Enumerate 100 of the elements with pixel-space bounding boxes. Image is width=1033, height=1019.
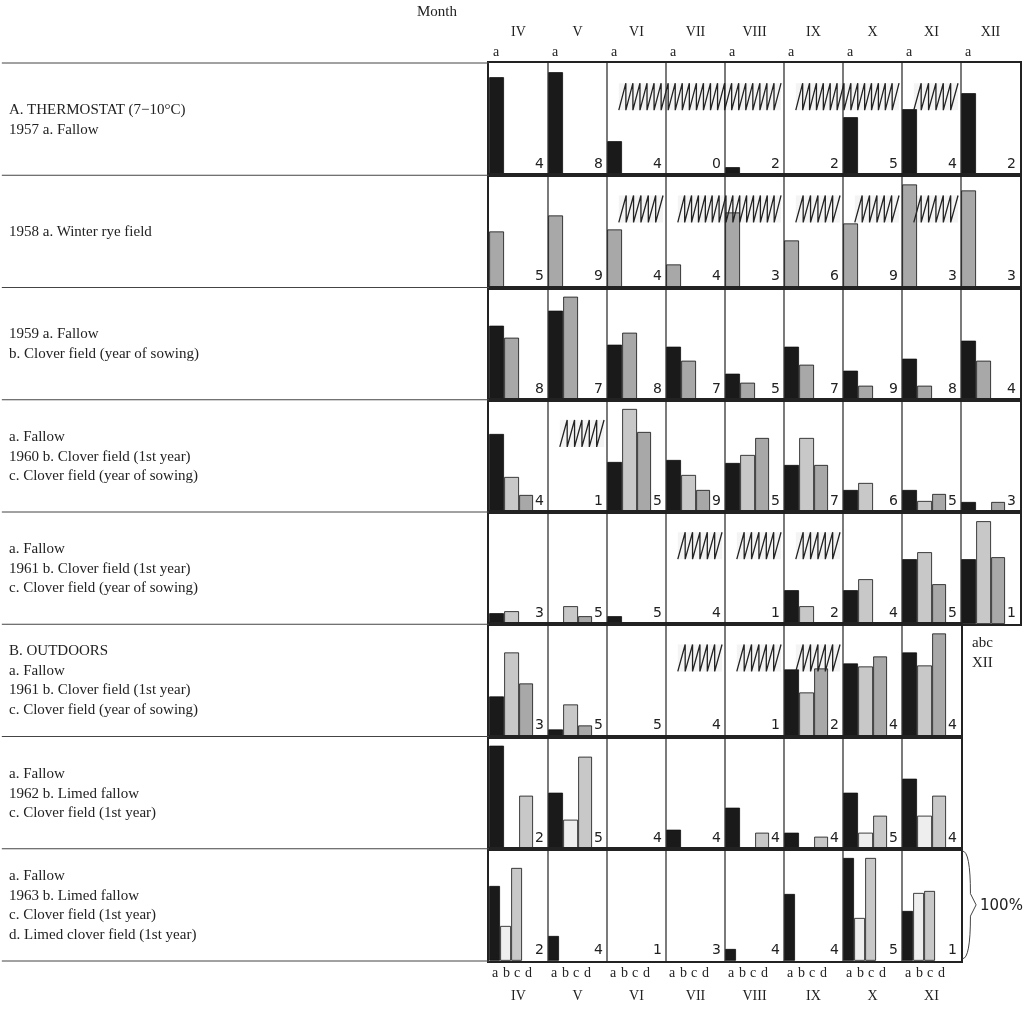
annotation: 5 [771, 492, 780, 508]
y-axis-title: a. Fallow 1960 b. Clover field (1st year) c. Clover field (year of sowing) [9, 428, 199, 484]
annotation: 7 [594, 380, 603, 396]
annotation: 9 [889, 267, 898, 283]
text: b [621, 965, 628, 980]
text: a [728, 965, 735, 980]
annotation: 3 [535, 604, 544, 620]
text: c [809, 965, 816, 980]
bar [784, 240, 799, 288]
x-tick-label: IV [511, 23, 526, 39]
bar [548, 215, 563, 288]
annotation: 9 [712, 492, 721, 508]
annotation: 0 [712, 155, 721, 171]
annotation: 2 [830, 716, 839, 732]
x-tick-label: IX [806, 987, 821, 1003]
x-tick-label: VII [685, 23, 706, 39]
annotation: 4 [712, 716, 721, 732]
text: d [525, 965, 532, 980]
y-axis-title: a. Fallow 1962 b. Limed fallow c. Clover field (1st year) [9, 765, 157, 821]
text: b [857, 965, 864, 980]
bar [902, 184, 917, 288]
y-axis-title: 1958 a. Winter rye field [9, 223, 153, 239]
annotation: 9 [889, 380, 898, 396]
text: c [868, 965, 875, 980]
annotation: 5 [535, 267, 544, 283]
annotation: 1 [653, 941, 662, 957]
series-label: a [552, 44, 559, 59]
annotation: 3 [948, 267, 957, 283]
text: c [573, 965, 580, 980]
annotation: 3 [712, 941, 721, 957]
annotation: 3 [535, 716, 544, 732]
annotation: 2 [830, 155, 839, 171]
annotation: 4 [889, 716, 898, 732]
annotation: 4 [712, 829, 721, 845]
annotation: 5 [948, 604, 957, 620]
text: b [739, 965, 746, 980]
x-tick-label: IX [806, 23, 821, 39]
annotation: 5 [594, 716, 603, 732]
bar [755, 832, 769, 849]
annotation: 8 [594, 155, 603, 171]
annotation: 5 [594, 829, 603, 845]
bar [666, 264, 681, 288]
annotation: 4 [771, 829, 780, 845]
annotation: 2 [830, 604, 839, 620]
x-tick-label: VI [629, 987, 645, 1003]
annotation: 4 [653, 829, 662, 845]
text: a [787, 965, 794, 980]
x-tick-label: VII [685, 987, 706, 1003]
y-axis-title: a. Fallow 1961 b. Clover field (1st year) c. Clover field (year of sowing) [9, 540, 199, 596]
text: d [643, 965, 650, 980]
annotation: 7 [712, 380, 721, 396]
annotation: 3 [1007, 267, 1016, 283]
text: b [798, 965, 805, 980]
text: b [680, 965, 687, 980]
annotation: 5 [653, 604, 662, 620]
annotation: 1 [771, 716, 780, 732]
annotation: 5 [653, 492, 662, 508]
annotation: 1 [1007, 604, 1016, 620]
annotation: 1 [948, 941, 957, 957]
text: c [927, 965, 934, 980]
series-label: c [514, 965, 521, 980]
text: c [691, 965, 698, 980]
x-tick-label: XII [980, 23, 1001, 39]
y-axis-title: A. THERMOSTAT (7−10°C) 1957 a. Fallow [9, 101, 186, 137]
annotation: 5 [771, 380, 780, 396]
bar [961, 190, 976, 288]
annotation: 6 [830, 267, 839, 283]
x-tick-label: X [867, 987, 878, 1003]
annotation: 4 [712, 604, 721, 620]
text: a [729, 44, 736, 59]
annotation: 4 [1007, 380, 1016, 396]
annotation: 4 [653, 155, 662, 171]
y-axis-title: 1959 a. Fallow b. Clover field (year of sowing) [9, 325, 199, 362]
annotation: 5 [889, 941, 898, 957]
text: b [562, 965, 569, 980]
annotation: 8 [535, 380, 544, 396]
y-axis-title: B. OUTDOORS a. Fallow 1961 b. Clover field (1st year) c. Clover field (year of sowing) [9, 642, 199, 718]
text: d [938, 965, 945, 980]
annotation: 4 [948, 155, 957, 171]
annotation: 7 [830, 492, 839, 508]
annotation: 2 [771, 155, 780, 171]
annotation: 5 [948, 492, 957, 508]
x-tick-label: VIII [742, 23, 767, 39]
text: a [670, 44, 677, 59]
text: a [669, 965, 676, 980]
annotation: 4 [535, 492, 544, 508]
bar [489, 231, 504, 288]
annotation: 1 [771, 604, 780, 620]
text: a [788, 44, 795, 59]
text: a [610, 965, 617, 980]
x-tick-label: IV [511, 987, 526, 1003]
annotation: 6 [889, 492, 898, 508]
x-tick-label: V [572, 987, 583, 1003]
text: a [847, 44, 854, 59]
text: a [965, 44, 972, 59]
annotation: 5 [594, 604, 603, 620]
text: 100% [980, 896, 1023, 914]
bar [607, 229, 622, 288]
text: a [905, 965, 912, 980]
x-axis-title: Month [417, 3, 458, 19]
